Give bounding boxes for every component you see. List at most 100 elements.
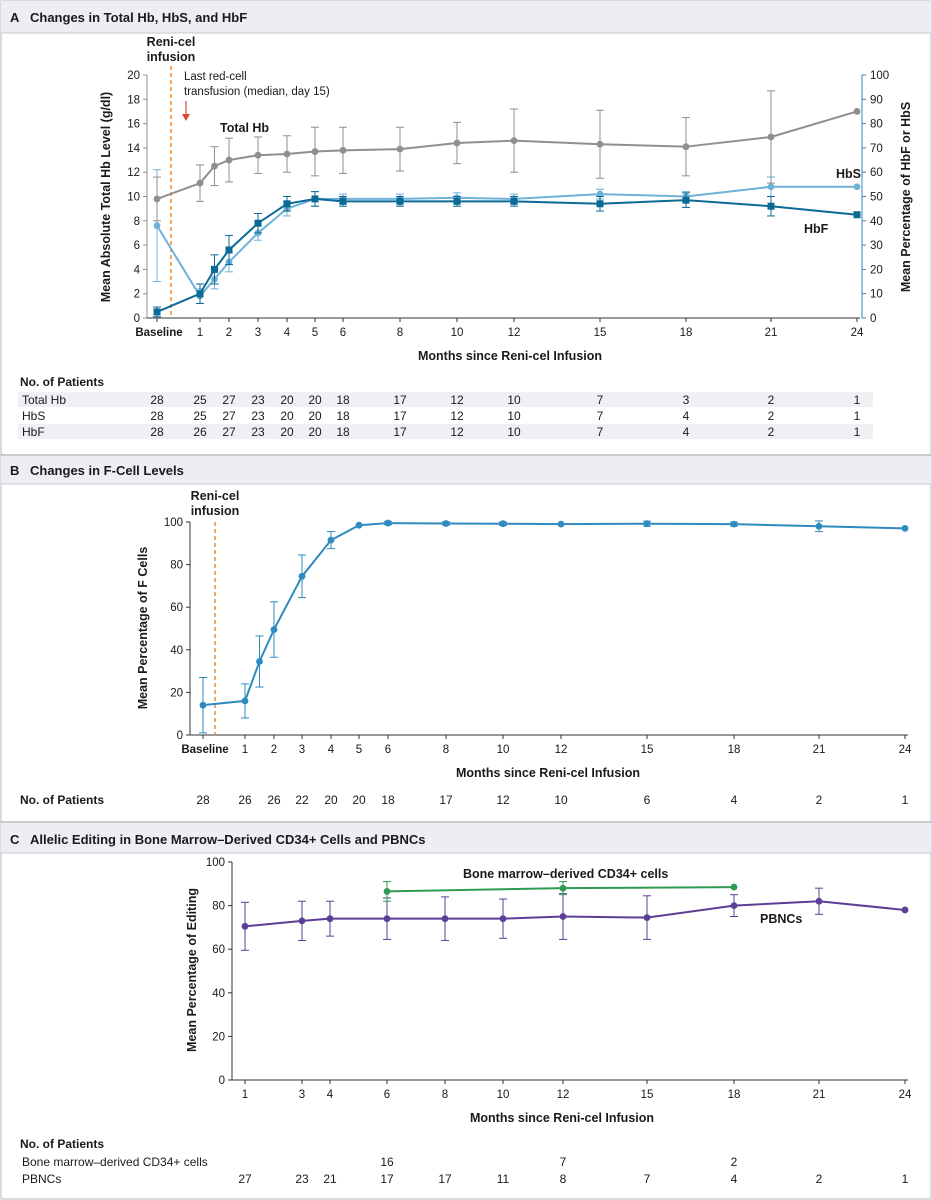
total-hb-point xyxy=(339,146,347,154)
y2-tick-label: 90 xyxy=(870,94,883,106)
x-tick-label: 24 xyxy=(899,1089,912,1101)
x-tick-label: 12 xyxy=(508,327,521,339)
patients-count: 25 xyxy=(193,409,207,423)
patients-count: 4 xyxy=(731,793,738,807)
infusion-label-1: Reni-cel xyxy=(147,35,196,49)
patients-count: 4 xyxy=(731,1172,738,1186)
x-tick-label: 5 xyxy=(356,744,362,756)
patients-count: 10 xyxy=(554,793,568,807)
patients-count: 20 xyxy=(280,393,294,407)
total-hb-point xyxy=(254,151,262,159)
x-tick-label: 21 xyxy=(765,327,778,339)
patients-count: 28 xyxy=(150,393,164,407)
hbs-point xyxy=(596,190,604,198)
patients-count: 7 xyxy=(644,1172,651,1186)
patients-count: 2 xyxy=(768,393,775,407)
y-tick-label: 80 xyxy=(212,901,225,913)
patients-count: 21 xyxy=(323,1172,337,1186)
y-tick-label: 0 xyxy=(177,730,183,742)
y2-tick-label: 50 xyxy=(870,192,883,204)
x-tick-label: 18 xyxy=(680,327,693,339)
y2-tick-label: 40 xyxy=(870,216,883,228)
x-tick-label: 18 xyxy=(728,744,741,756)
x-tick-label: 4 xyxy=(327,1089,334,1101)
x-tick-label: 15 xyxy=(594,327,607,339)
y2-tick-label: 70 xyxy=(870,143,883,155)
y-tick-label: 20 xyxy=(127,70,140,82)
total-hb-point xyxy=(196,179,204,187)
patients-count: 28 xyxy=(150,409,164,423)
f-cells-point xyxy=(442,520,450,527)
total-hb-point xyxy=(596,140,604,148)
pbnc-point xyxy=(643,914,651,921)
f-cells-point xyxy=(557,520,565,528)
panel-c-title: Allelic Editing in Bone Marrow–Derived C… xyxy=(30,832,426,847)
hbf-point xyxy=(396,197,404,205)
y-tick-label: 2 xyxy=(134,289,140,301)
patients-count: 23 xyxy=(295,1172,309,1186)
f-cells-point xyxy=(643,520,651,528)
infusion-label-2: infusion xyxy=(191,504,240,518)
hbf-point xyxy=(339,197,347,205)
infusion-label-2: infusion xyxy=(147,50,196,64)
y-tick-label: 10 xyxy=(127,192,140,204)
x-tick-label: 6 xyxy=(385,744,391,756)
x-tick-label: 3 xyxy=(299,744,305,756)
series-label-total-hb: Total Hb xyxy=(220,121,269,135)
y-tick-label: 14 xyxy=(127,143,140,155)
transfusion-arrowhead xyxy=(182,114,190,121)
series-label-hbs: HbS xyxy=(836,167,861,181)
patients-count: 27 xyxy=(222,393,236,407)
cd34-point xyxy=(559,884,567,892)
hbf-point xyxy=(682,196,690,204)
patients-count: 10 xyxy=(507,393,521,407)
patients-count: 26 xyxy=(238,793,252,807)
pbnc-line xyxy=(244,900,906,928)
y-tick-label: 12 xyxy=(127,167,140,179)
patients-count: 18 xyxy=(336,393,350,407)
patients-count: 20 xyxy=(280,425,294,439)
pbnc-point xyxy=(326,915,334,923)
total-hb-point xyxy=(767,133,775,141)
patients-count: 26 xyxy=(267,793,281,807)
patients-count: 23 xyxy=(251,425,265,439)
hbf-point xyxy=(225,246,233,254)
patients-count: 17 xyxy=(438,1172,452,1186)
total-hb-point xyxy=(853,108,861,115)
x-tick-label: 2 xyxy=(226,327,232,339)
total-hb-point xyxy=(682,143,690,151)
f-cells-point xyxy=(327,536,335,544)
x-tick-label: 21 xyxy=(813,1089,826,1101)
hbf-point xyxy=(596,200,604,208)
patients-row-label: Bone marrow–derived CD34+ cells xyxy=(22,1155,208,1169)
y2-tick-label: 80 xyxy=(870,119,883,131)
y-axis-title: Mean Percentage of F Cells xyxy=(136,547,150,710)
patients-count: 17 xyxy=(380,1172,394,1186)
x-tick-label: 10 xyxy=(497,1089,510,1101)
x-tick-label: 12 xyxy=(555,744,568,756)
patients-row-label: HbS xyxy=(22,409,45,423)
y-tick-label: 40 xyxy=(170,645,183,657)
hbf-point xyxy=(767,202,775,210)
transfusion-label-1: Last red-cell xyxy=(184,71,247,83)
x-tick-label: 1 xyxy=(197,327,203,339)
patients-count: 6 xyxy=(644,793,651,807)
patients-count: 2 xyxy=(816,1172,823,1186)
patients-count: 17 xyxy=(439,793,453,807)
f-cells-point xyxy=(241,697,249,705)
x-tick-label: Baseline xyxy=(135,327,182,339)
pbnc-point xyxy=(441,915,449,923)
x-tick-label: 8 xyxy=(443,744,449,756)
hbf-point xyxy=(311,195,319,203)
pbnc-point xyxy=(241,922,249,930)
x-tick-label: 18 xyxy=(728,1089,741,1101)
patients-count: 3 xyxy=(683,393,690,407)
panel-a-label: A xyxy=(10,10,20,25)
hbs-point xyxy=(153,222,161,230)
x-tick-label: 1 xyxy=(242,1089,248,1101)
y-axis-title: Mean Percentage of Editing xyxy=(185,888,199,1052)
y2-tick-label: 10 xyxy=(870,289,883,301)
patients-count: 4 xyxy=(683,425,690,439)
patients-count: 1 xyxy=(854,393,861,407)
